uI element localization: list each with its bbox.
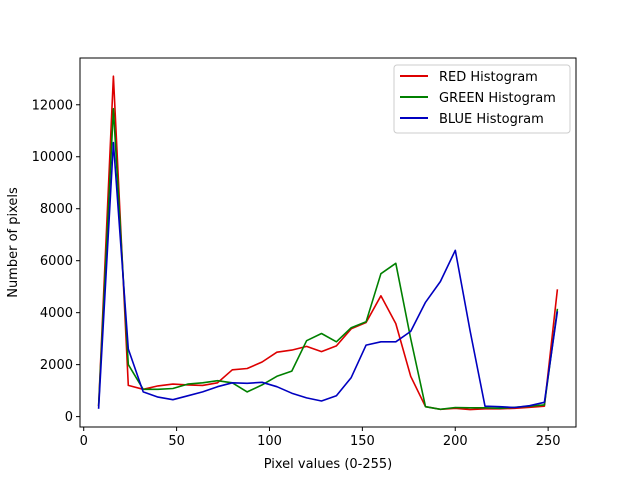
- x-axis-label: Pixel values (0-255): [264, 457, 393, 472]
- series-line-blue: [97, 141, 559, 409]
- legend: RED Histogram GREEN Histogram BLUE Histo…: [393, 64, 571, 134]
- y-tick-label: 10000: [32, 150, 73, 165]
- y-axis-label: Number of pixels: [6, 187, 21, 298]
- legend-box: [393, 64, 571, 134]
- x-tick-label: 50: [168, 434, 185, 449]
- legend-entry-red: RED Histogram: [439, 70, 538, 85]
- legend-entry-blue: BLUE Histogram: [439, 112, 544, 127]
- y-tick-label: 2000: [40, 358, 73, 373]
- x-tick-label: 200: [443, 434, 468, 449]
- series-layer: [97, 75, 559, 411]
- y-axis-ticks: 0 2000 4000 6000 8000 10000 12000: [32, 98, 80, 425]
- y-tick-label: 12000: [32, 98, 73, 113]
- plot-frame: [79, 57, 577, 428]
- x-axis-ticks: 0 50 100 150 200 250: [80, 427, 561, 449]
- series-line-green: [97, 107, 559, 411]
- x-tick-label: 100: [257, 434, 282, 449]
- x-tick-label: 150: [350, 434, 375, 449]
- y-tick-label: 6000: [40, 254, 73, 269]
- y-tick-label: 8000: [40, 202, 73, 217]
- y-tick-label: 0: [65, 410, 73, 425]
- x-tick-label: 0: [80, 434, 88, 449]
- legend-entry-green: GREEN Histogram: [439, 91, 556, 106]
- x-tick-label: 250: [536, 434, 561, 449]
- y-tick-label: 4000: [40, 306, 73, 321]
- series-line-red: [97, 75, 559, 411]
